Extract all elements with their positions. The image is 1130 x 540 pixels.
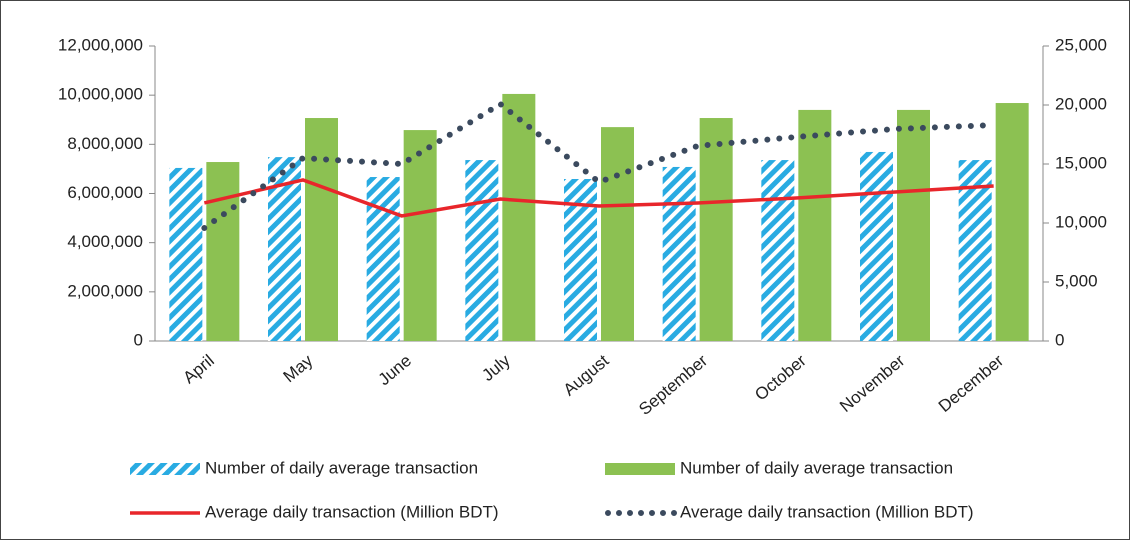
y2-tick-label: 25,000 xyxy=(1055,35,1107,54)
bar xyxy=(761,160,795,341)
bar xyxy=(366,177,400,341)
bar xyxy=(206,162,240,341)
line xyxy=(201,100,997,231)
legend-swatch xyxy=(130,463,200,475)
bar xyxy=(502,93,536,341)
legend-label: Number of daily average transaction xyxy=(205,458,478,477)
bar xyxy=(958,160,992,341)
y-tick-label: 10,000,000 xyxy=(58,85,143,104)
bar xyxy=(403,130,437,341)
y-tick-label: 4,000,000 xyxy=(67,232,143,251)
bar xyxy=(601,127,634,341)
legend-label: Average daily transaction (Million BDT) xyxy=(205,502,499,521)
y-tick-label: 12,000,000 xyxy=(58,35,143,54)
y-tick-label: 0 xyxy=(134,330,143,349)
y2-tick-label: 10,000 xyxy=(1055,212,1107,231)
y-tick-label: 8,000,000 xyxy=(67,134,143,153)
bar xyxy=(662,166,696,341)
bar xyxy=(305,118,338,341)
y2-tick-label: 20,000 xyxy=(1055,94,1107,113)
line xyxy=(203,178,994,218)
bar xyxy=(465,160,499,341)
legend-label: Number of daily average transaction xyxy=(680,458,953,477)
legend-label: Average daily transaction (Million BDT) xyxy=(680,502,974,521)
bar xyxy=(995,103,1029,342)
legend-swatch xyxy=(605,463,675,475)
bar xyxy=(699,118,733,341)
y-tick-label: 6,000,000 xyxy=(67,183,143,202)
bar xyxy=(798,109,832,342)
y2-tick-label: 5,000 xyxy=(1055,271,1098,290)
y2-tick-label: 15,000 xyxy=(1055,153,1107,172)
y-tick-label: 2,000,000 xyxy=(67,281,143,300)
bar xyxy=(860,151,893,341)
y2-tick-label: 0 xyxy=(1055,330,1064,349)
bar xyxy=(169,167,203,341)
bar xyxy=(897,109,930,342)
